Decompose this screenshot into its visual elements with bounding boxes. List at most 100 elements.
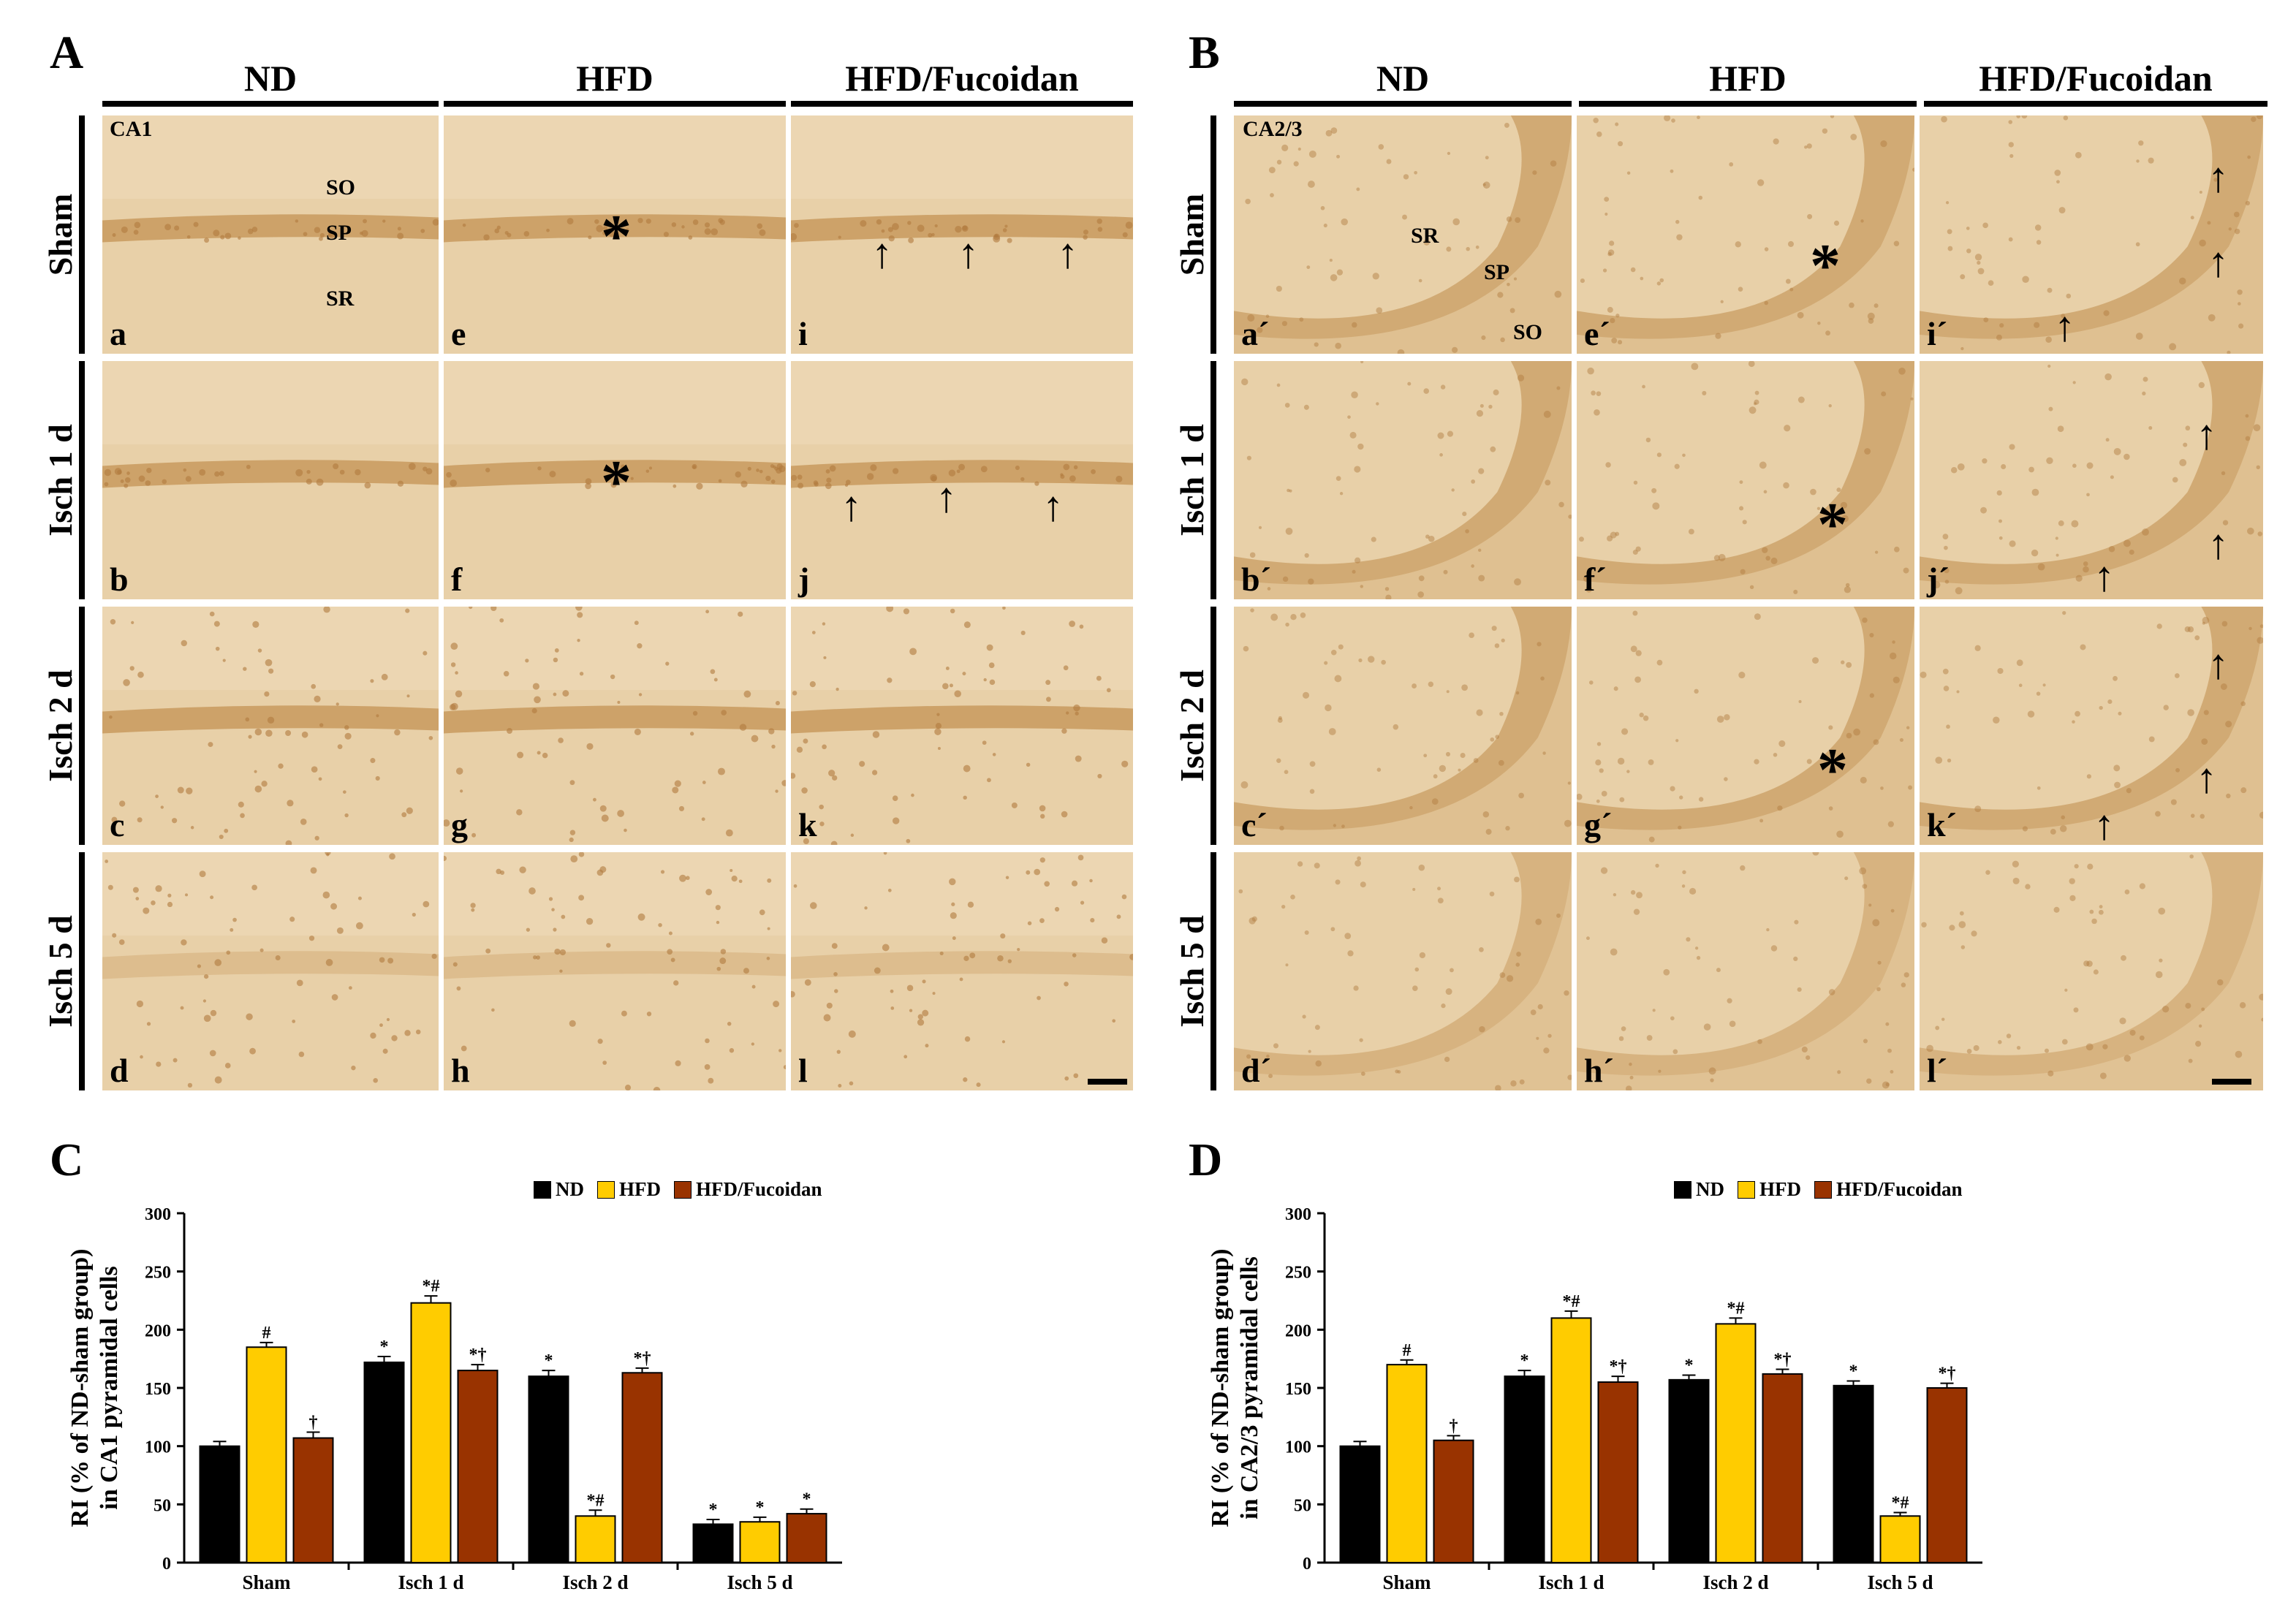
bar bbox=[1715, 1323, 1757, 1563]
micrograph-image: i bbox=[791, 115, 1133, 354]
arrow-up-icon: ↑ bbox=[936, 474, 957, 521]
micrograph-image: h´ bbox=[1577, 852, 1914, 1090]
significance-label: *# bbox=[1727, 1299, 1745, 1318]
micrograph-image: k´ bbox=[1920, 607, 2263, 845]
panel-label-a: A bbox=[50, 26, 84, 78]
micrograph-image: e bbox=[444, 115, 786, 354]
micrograph-letter: g bbox=[451, 806, 468, 843]
micrograph-image: j bbox=[791, 361, 1133, 599]
micrograph-letter: k bbox=[798, 806, 817, 843]
significance-label: * bbox=[1520, 1351, 1529, 1370]
bar bbox=[292, 1437, 334, 1563]
arrow-up-icon: ↑ bbox=[2094, 553, 2115, 600]
significance-label: * bbox=[545, 1351, 553, 1370]
micrograph-image: e´ bbox=[1577, 115, 1914, 354]
micrograph-image: g bbox=[444, 607, 786, 845]
x-tick-label: Isch 2 d bbox=[1702, 1571, 1768, 1593]
legend-item-nd: ND bbox=[1674, 1178, 1724, 1201]
micrograph-letter: i bbox=[798, 315, 808, 352]
layer-label-sr: SR bbox=[326, 287, 355, 311]
x-tick-label: Isch 1 d bbox=[1538, 1571, 1604, 1593]
arrow-up-icon: ↑ bbox=[2208, 238, 2229, 286]
bar bbox=[1433, 1439, 1474, 1564]
region-label: CA1 bbox=[110, 117, 153, 141]
legend-item-hfd: HFD bbox=[597, 1178, 661, 1201]
micrograph-image: c bbox=[102, 607, 439, 845]
asterisk-marker: * bbox=[601, 448, 632, 516]
legend-swatch bbox=[1814, 1180, 1832, 1199]
bar bbox=[1339, 1445, 1381, 1563]
panel-label-c: C bbox=[50, 1134, 84, 1185]
chart-legend-d: ND HFD HFD/Fucoidan bbox=[1674, 1178, 1963, 1201]
chart-legend-c: ND HFD HFD/Fucoidan bbox=[534, 1178, 822, 1201]
y-tick-label: 0 bbox=[1303, 1555, 1311, 1574]
y-tick-label: 200 bbox=[145, 1321, 171, 1340]
row-divider bbox=[79, 115, 85, 354]
legend-swatch bbox=[597, 1180, 615, 1199]
legend-item-hfd-fucoidan: HFD/Fucoidan bbox=[1814, 1178, 1963, 1201]
micrograph-image: b´ bbox=[1234, 361, 1572, 599]
arrow-up-icon: ↑ bbox=[2094, 801, 2115, 849]
y-tick-label: 150 bbox=[145, 1380, 171, 1399]
row-head-isch-5d: Isch 5 d bbox=[1173, 915, 1211, 1028]
micrograph-image: l bbox=[791, 852, 1133, 1090]
significance-label: # bbox=[262, 1324, 271, 1343]
bar bbox=[457, 1370, 499, 1563]
significance-label: * bbox=[709, 1500, 718, 1519]
micrograph-letter: l bbox=[798, 1052, 808, 1089]
micrograph-letter: d´ bbox=[1241, 1052, 1271, 1089]
layer-label-sp: SP bbox=[326, 221, 352, 245]
micrograph-image: k bbox=[791, 607, 1133, 845]
micrograph-image: f bbox=[444, 361, 786, 599]
col-head-hfd-fucoidan: HFD/Fucoidan bbox=[845, 58, 1079, 99]
col-divider bbox=[444, 101, 786, 107]
legend-item-nd: ND bbox=[534, 1178, 584, 1201]
y-tick-label: 150 bbox=[1285, 1380, 1311, 1399]
micrograph-letter: h bbox=[451, 1052, 470, 1089]
y-tick-label: 100 bbox=[145, 1438, 171, 1457]
arrow-up-icon: ↑ bbox=[2196, 754, 2217, 802]
col-divider bbox=[791, 101, 1133, 107]
bar bbox=[1597, 1381, 1639, 1563]
layer-label-sr: SR bbox=[1411, 224, 1439, 248]
arrow-up-icon: ↑ bbox=[2208, 153, 2229, 201]
significance-label: *# bbox=[1892, 1493, 1909, 1512]
panel-label-d: D bbox=[1189, 1134, 1223, 1185]
micrograph-letter: l´ bbox=[1927, 1052, 1948, 1089]
bar bbox=[621, 1372, 663, 1564]
bar bbox=[692, 1523, 734, 1564]
y-tick-label: 250 bbox=[145, 1264, 171, 1283]
bar bbox=[1668, 1378, 1710, 1563]
significance-label: † bbox=[309, 1414, 318, 1433]
micrograph-letter: h´ bbox=[1584, 1052, 1614, 1089]
micrograph-image: h bbox=[444, 852, 786, 1090]
y-tick-label: 50 bbox=[1294, 1496, 1311, 1515]
micrograph-letter: e bbox=[451, 315, 466, 352]
row-divider bbox=[79, 361, 85, 599]
significance-label: * bbox=[756, 1498, 765, 1517]
col-head-hfd: HFD bbox=[576, 58, 653, 99]
row-divider bbox=[79, 607, 85, 845]
asterisk-marker: * bbox=[601, 202, 632, 270]
region-label: CA2/3 bbox=[1243, 117, 1303, 141]
x-tick-label: Sham bbox=[242, 1571, 291, 1593]
y-tick-label: 300 bbox=[145, 1205, 171, 1224]
significance-label: *# bbox=[423, 1277, 440, 1296]
micrograph-image: d´ bbox=[1234, 852, 1572, 1090]
micrograph-image: j´ bbox=[1920, 361, 2263, 599]
micrograph-image: c´ bbox=[1234, 607, 1572, 845]
x-tick-label: Isch 2 d bbox=[562, 1571, 628, 1593]
bar bbox=[363, 1361, 405, 1564]
y-axis-label: RI (% of ND-sham group)in CA1 pyramidal … bbox=[67, 1249, 123, 1528]
micrograph-letter: j´ bbox=[1927, 561, 1950, 598]
layer-label-sp: SP bbox=[1484, 260, 1510, 284]
micrograph-letter: i´ bbox=[1927, 315, 1948, 352]
micrograph-letter: b bbox=[110, 561, 129, 598]
row-head-isch-1d: Isch 1 d bbox=[42, 424, 79, 536]
bar bbox=[1762, 1373, 1803, 1563]
asterisk-marker: * bbox=[1810, 232, 1841, 300]
legend-item-hfd-fucoidan: HFD/Fucoidan bbox=[674, 1178, 822, 1201]
arrow-up-icon: ↑ bbox=[2208, 520, 2229, 568]
bar bbox=[1879, 1515, 1921, 1563]
micrograph-letter: f´ bbox=[1584, 561, 1607, 598]
